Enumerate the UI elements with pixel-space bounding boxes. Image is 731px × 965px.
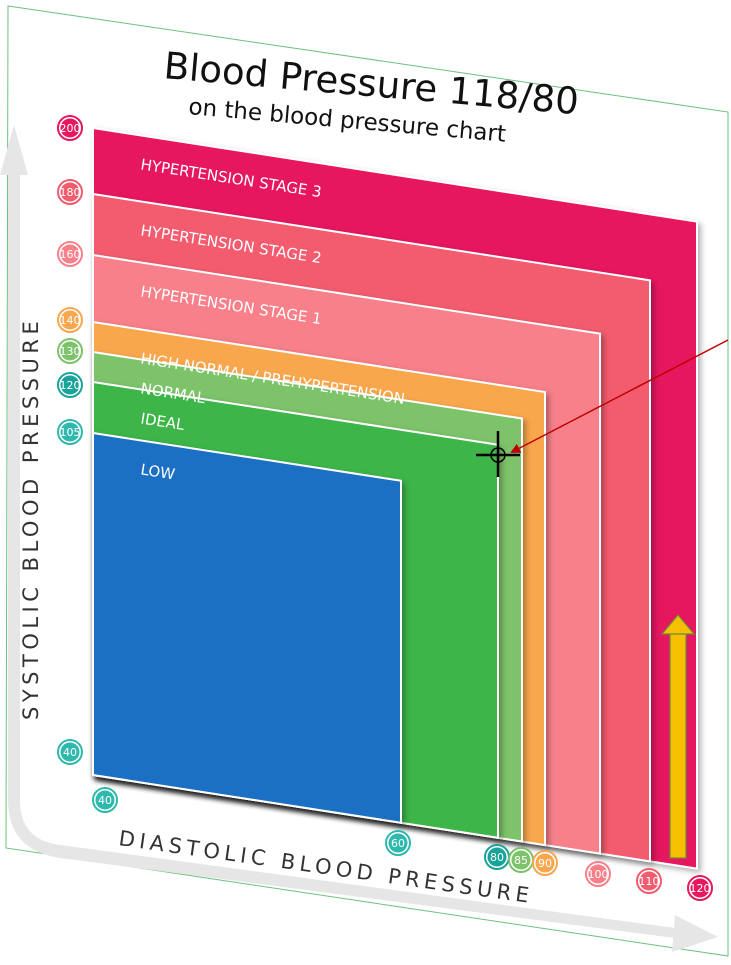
y-tick-label: 120: [60, 379, 81, 392]
y-tick-label: 140: [60, 314, 81, 327]
y-axis-label: SYSTOLIC BLOOD PRESSURE: [19, 317, 43, 720]
pointer-arrow: [510, 339, 729, 453]
x-tick-80: 80: [484, 844, 510, 870]
x-axis-arrowhead: [672, 915, 718, 952]
y-tick-label: 130: [60, 345, 81, 358]
y-tick-105: 105: [57, 419, 83, 445]
x-tick-label: 120: [690, 882, 711, 895]
x-tick-90: 90: [532, 850, 558, 876]
x-tick-60: 60: [385, 830, 411, 856]
y-tick-label: 200: [60, 122, 81, 135]
x-tick-40: 40: [92, 787, 118, 813]
y-tick-120: 120: [57, 372, 83, 398]
y-tick-label: 40: [63, 746, 77, 759]
x-tick-120: 120: [687, 875, 713, 901]
y-axis-arrowhead: [0, 125, 28, 175]
y-tick-140: 140: [57, 307, 83, 333]
x-tick-label: 60: [391, 837, 405, 850]
y-tick-130: 130: [57, 338, 83, 364]
y-tick-label: 160: [60, 248, 81, 261]
y-tick-160: 160: [57, 241, 83, 267]
zone-low: [92, 431, 402, 824]
y-tick-40: 40: [57, 739, 83, 765]
x-tick-label: 90: [538, 857, 552, 870]
x-tick-label: 80: [490, 851, 504, 864]
ticks-layer: 200 180 160 140 130 120 105 40 40 60 80 85 90 100 110 1…: [57, 115, 713, 901]
x-tick-label: 85: [514, 854, 528, 867]
axis-arrows: [0, 125, 718, 952]
x-tick-label: 110: [639, 875, 660, 888]
x-tick-100: 100: [585, 861, 611, 887]
x-tick-110: 110: [636, 868, 662, 894]
x-tick-label: 40: [98, 794, 112, 807]
y-tick-label: 180: [60, 186, 81, 199]
y-tick-200: 200: [57, 115, 83, 141]
y-tick-label: 105: [60, 426, 81, 439]
reading-marker: [476, 431, 520, 477]
x-tick-85: 85: [508, 847, 534, 873]
y-tick-180: 180: [57, 179, 83, 205]
yellow-up-arrow: [660, 614, 696, 859]
zone-label: LOW: [139, 460, 176, 483]
x-tick-label: 100: [588, 868, 609, 881]
